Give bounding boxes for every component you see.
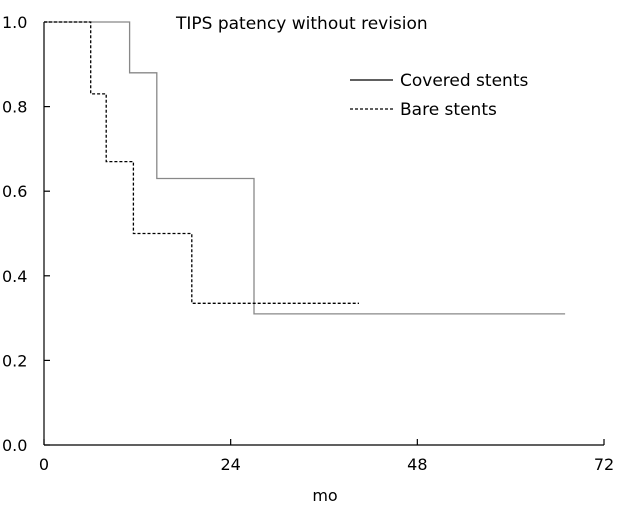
x-tick-label: 72 xyxy=(594,455,614,474)
y-tick-label: 0.6 xyxy=(2,182,27,201)
x-tick-label: 0 xyxy=(39,455,49,474)
y-tick-label: 1.0 xyxy=(2,13,27,32)
series-layer xyxy=(44,21,566,315)
x-tick-label: 48 xyxy=(407,455,427,474)
legend: Covered stents Bare stents xyxy=(350,71,528,120)
chart-title: TIPS patency without revision xyxy=(175,14,428,34)
series-line-covered-stents xyxy=(44,21,566,315)
x-tick-label: 24 xyxy=(220,455,240,474)
legend-label: Covered stents xyxy=(400,71,528,91)
legend-label: Bare stents xyxy=(400,100,497,120)
x-axis-title: mo xyxy=(312,486,337,505)
y-tick-label: 0.0 xyxy=(2,436,27,455)
series-line-bare-stents xyxy=(44,21,359,304)
y-tick-label: 0.8 xyxy=(2,98,27,117)
y-tick-label: 0.2 xyxy=(2,351,27,370)
axes: 0.0 0.2 0.4 0.6 0.8 1.0 0 24 48 72 xyxy=(2,13,614,474)
y-tick-label: 0.4 xyxy=(2,267,27,286)
